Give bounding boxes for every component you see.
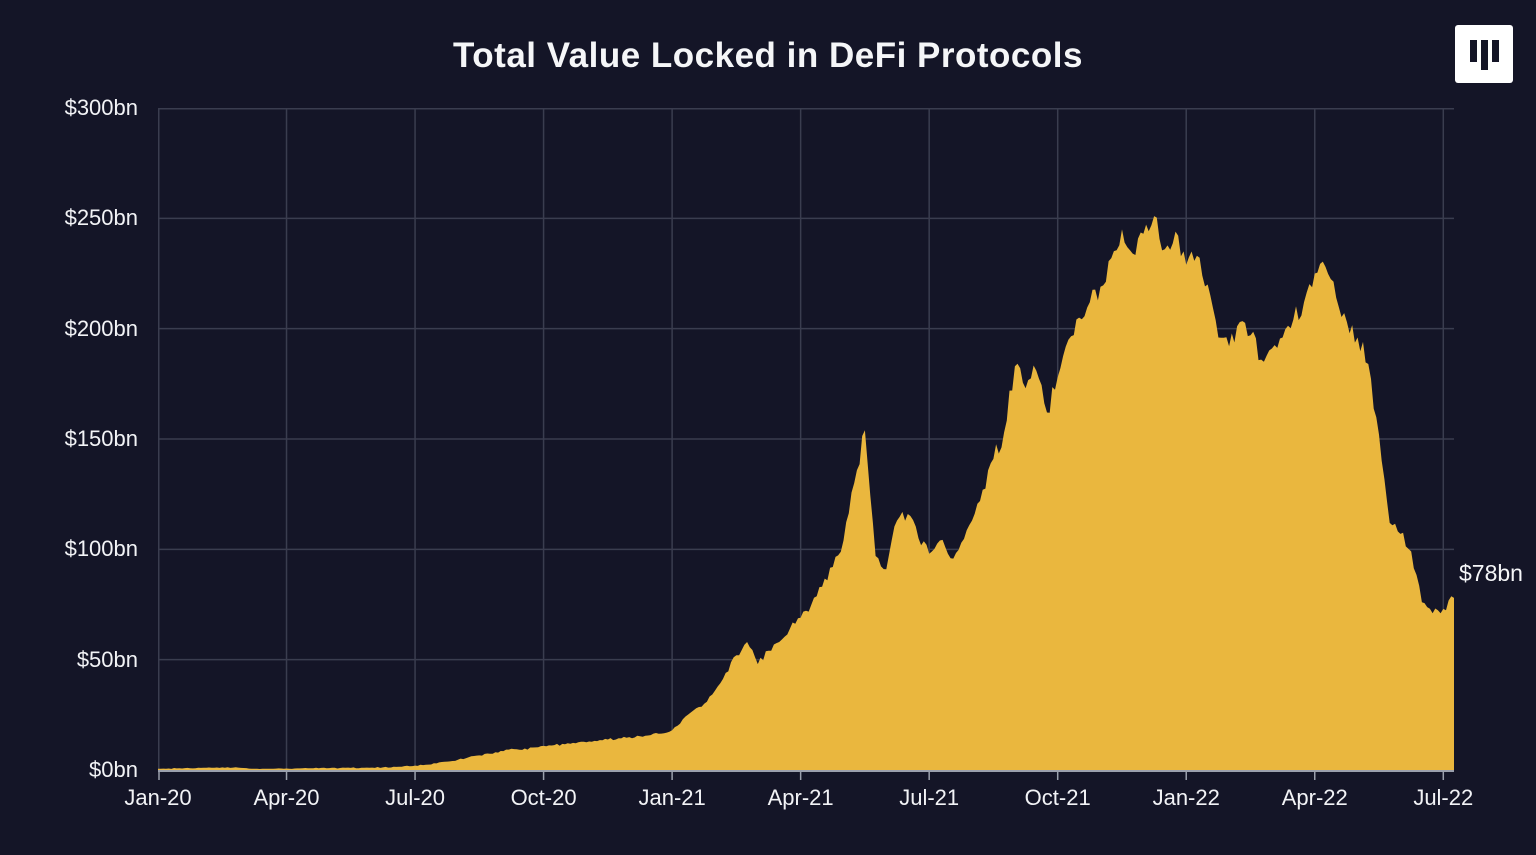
y-tick-label: $250bn	[64, 205, 138, 231]
plot-area	[158, 108, 1454, 780]
x-tick-label: Jul-20	[385, 785, 445, 810]
y-tick-label: $150bn	[64, 426, 138, 451]
logo-bar-icon	[1469, 40, 1477, 62]
chart-title: Total Value Locked in DeFi Protocols	[453, 36, 1083, 75]
y-tick-label: $50bn	[76, 646, 138, 672]
y-tick-label: $300bn	[64, 95, 138, 120]
tvl-area-chart	[158, 108, 1454, 780]
x-tick-label: Jul-22	[1413, 785, 1474, 810]
y-tick-label: $200bn	[64, 315, 138, 341]
x-tick-label: Apr-22	[1281, 785, 1348, 810]
x-tick-label: Jan-22	[1152, 785, 1220, 810]
publisher-logo	[1455, 25, 1513, 83]
tvl-area-series	[158, 216, 1454, 771]
x-tick-label: Oct-21	[1024, 785, 1091, 810]
logo-bar-icon	[1491, 40, 1499, 62]
logo-bar-icon	[1480, 40, 1488, 70]
x-tick-label: Apr-21	[767, 785, 834, 810]
latest-value-label: $78bn	[1459, 560, 1523, 586]
y-tick-label: $100bn	[64, 536, 138, 562]
x-tick-label: Oct-20	[510, 785, 577, 810]
x-tick-label: Jan-21	[638, 785, 706, 810]
x-tick-label: Jul-21	[899, 785, 960, 810]
y-tick-label: $0bn	[89, 757, 138, 782]
x-tick-label: Apr-20	[253, 785, 320, 810]
x-tick-label: Jan-20	[124, 785, 192, 810]
